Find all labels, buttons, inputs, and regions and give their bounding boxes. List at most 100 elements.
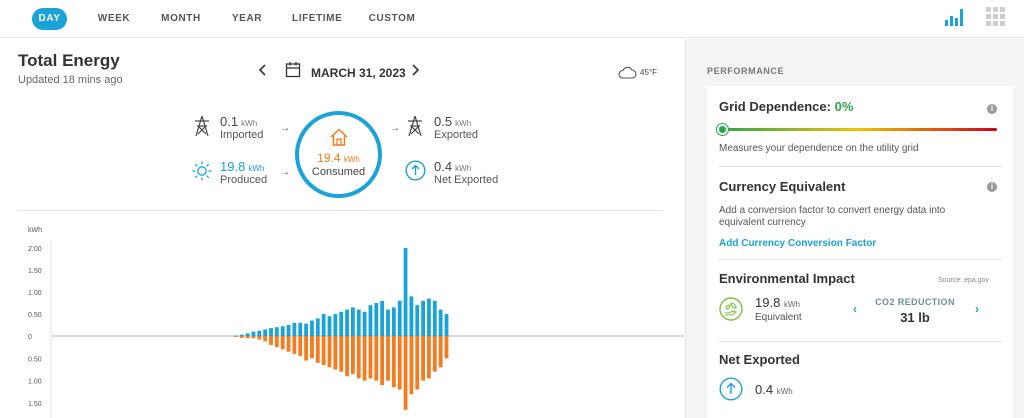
produced-bar[interactable]	[362, 311, 367, 336]
consumed-bar[interactable]	[432, 336, 437, 372]
produced-bar[interactable]	[421, 300, 425, 336]
consumed-bar[interactable]	[321, 336, 326, 366]
consumed-unit: kWh	[343, 155, 360, 164]
consumed-bar[interactable]	[339, 336, 344, 372]
produced-bar[interactable]	[415, 305, 420, 336]
prev-impact-button[interactable]: ‹	[853, 302, 857, 316]
info-icon[interactable]: i	[987, 104, 997, 114]
produced-bar[interactable]	[339, 311, 344, 336]
produced-bar[interactable]	[251, 331, 256, 336]
tab-custom[interactable]: CUSTOM	[368, 13, 416, 24]
produced-bar[interactable]	[403, 248, 408, 336]
consumed-bar[interactable]	[239, 336, 244, 338]
consumed-bar[interactable]	[269, 336, 273, 345]
consumed-bar[interactable]	[263, 336, 268, 342]
consumed-bar[interactable]	[391, 336, 396, 388]
consumed-bar[interactable]	[315, 336, 320, 363]
next-impact-button[interactable]: ›	[975, 302, 979, 316]
produced-bar[interactable]	[351, 307, 355, 336]
consumed-bar[interactable]	[245, 336, 250, 339]
grid-dependence-bar	[721, 128, 997, 131]
produced-bar[interactable]	[263, 329, 268, 336]
produced-bar[interactable]	[245, 333, 250, 336]
produced-bar[interactable]	[321, 314, 326, 336]
consumed-bar[interactable]	[409, 336, 414, 395]
bar-chart-icon[interactable]	[943, 6, 965, 28]
produced-bar[interactable]	[239, 334, 244, 336]
grid-icon[interactable]	[985, 6, 1007, 28]
produced-bar[interactable]	[380, 300, 385, 336]
environment-label: Equivalent	[755, 312, 802, 323]
tab-day[interactable]: DAY	[32, 8, 67, 30]
consumed-bar[interactable]	[298, 336, 303, 357]
date-label[interactable]: MARCH 31, 2023	[311, 66, 406, 80]
consumed-bar[interactable]	[356, 336, 361, 379]
co2-label: CO2 REDUCTION	[875, 297, 955, 307]
consumed-bar[interactable]	[403, 336, 408, 410]
consumed-bar[interactable]	[351, 336, 355, 374]
produced-bar[interactable]	[234, 335, 238, 337]
produced-bar[interactable]	[432, 300, 437, 336]
consumed-bar[interactable]	[438, 336, 443, 368]
produced-bar[interactable]	[356, 309, 361, 336]
produced-bar[interactable]	[269, 328, 273, 336]
produced-bar[interactable]	[292, 322, 297, 336]
consumed-bar[interactable]	[274, 336, 279, 348]
next-date-button[interactable]	[408, 62, 422, 78]
calendar-icon[interactable]	[285, 61, 301, 78]
tab-lifetime[interactable]: LIFETIME	[292, 13, 343, 24]
produced-bar[interactable]	[310, 320, 314, 336]
consumed-bar[interactable]	[397, 336, 402, 390]
arrow-up-circle-icon	[405, 160, 426, 181]
consumed-bar[interactable]	[304, 336, 308, 361]
performance-card: Grid Dependence: 0% i Measures your depe…	[707, 86, 1013, 418]
currency-title: Currency Equivalent	[719, 179, 846, 194]
produced-bar[interactable]	[286, 325, 291, 336]
consumed-bar[interactable]	[415, 336, 420, 390]
produced-bar[interactable]	[444, 314, 449, 336]
consumed-bar[interactable]	[444, 336, 449, 359]
produced-bar[interactable]	[368, 305, 373, 336]
consumed-bar[interactable]	[327, 336, 332, 368]
produced-bar[interactable]	[280, 326, 285, 336]
produced-bar[interactable]	[333, 314, 338, 336]
add-currency-link[interactable]: Add Currency Conversion Factor	[719, 238, 877, 249]
produced-bar[interactable]	[315, 318, 320, 336]
produced-bar[interactable]	[386, 309, 390, 336]
produced-bar[interactable]	[298, 322, 303, 336]
consumed-bar[interactable]	[310, 336, 314, 359]
produced-bar[interactable]	[427, 298, 431, 336]
tab-year[interactable]: YEAR	[231, 13, 263, 24]
info-icon[interactable]: i	[987, 182, 997, 192]
exported-unit: kWh	[455, 119, 472, 128]
consumed-bar[interactable]	[368, 336, 373, 379]
consumed-bar[interactable]	[421, 336, 425, 381]
tab-week[interactable]: WEEK	[97, 13, 131, 24]
produced-bar[interactable]	[438, 309, 443, 336]
produced-bar[interactable]	[391, 307, 396, 336]
consumed-bar[interactable]	[251, 336, 256, 339]
consumed-bar[interactable]	[292, 336, 297, 354]
prev-date-button[interactable]	[256, 62, 270, 78]
separator	[719, 341, 1002, 342]
produced-bar[interactable]	[304, 323, 308, 336]
consumed-bar[interactable]	[427, 336, 431, 379]
consumed-bar[interactable]	[234, 336, 238, 337]
consumed-bar[interactable]	[333, 336, 338, 370]
produced-bar[interactable]	[409, 296, 414, 336]
consumed-bar[interactable]	[345, 336, 349, 377]
tab-month[interactable]: MONTH	[161, 13, 201, 24]
consumed-bar[interactable]	[374, 336, 379, 381]
produced-bar[interactable]	[274, 327, 279, 336]
consumed-bar[interactable]	[257, 336, 262, 340]
consumed-bar[interactable]	[286, 336, 291, 352]
produced-bar[interactable]	[345, 309, 349, 336]
consumed-bar[interactable]	[380, 336, 385, 386]
consumed-bar[interactable]	[280, 336, 285, 350]
produced-bar[interactable]	[257, 330, 262, 336]
produced-bar[interactable]	[327, 316, 332, 336]
produced-bar[interactable]	[397, 300, 402, 336]
produced-bar[interactable]	[374, 303, 379, 336]
consumed-bar[interactable]	[386, 336, 390, 381]
consumed-bar[interactable]	[362, 336, 367, 381]
